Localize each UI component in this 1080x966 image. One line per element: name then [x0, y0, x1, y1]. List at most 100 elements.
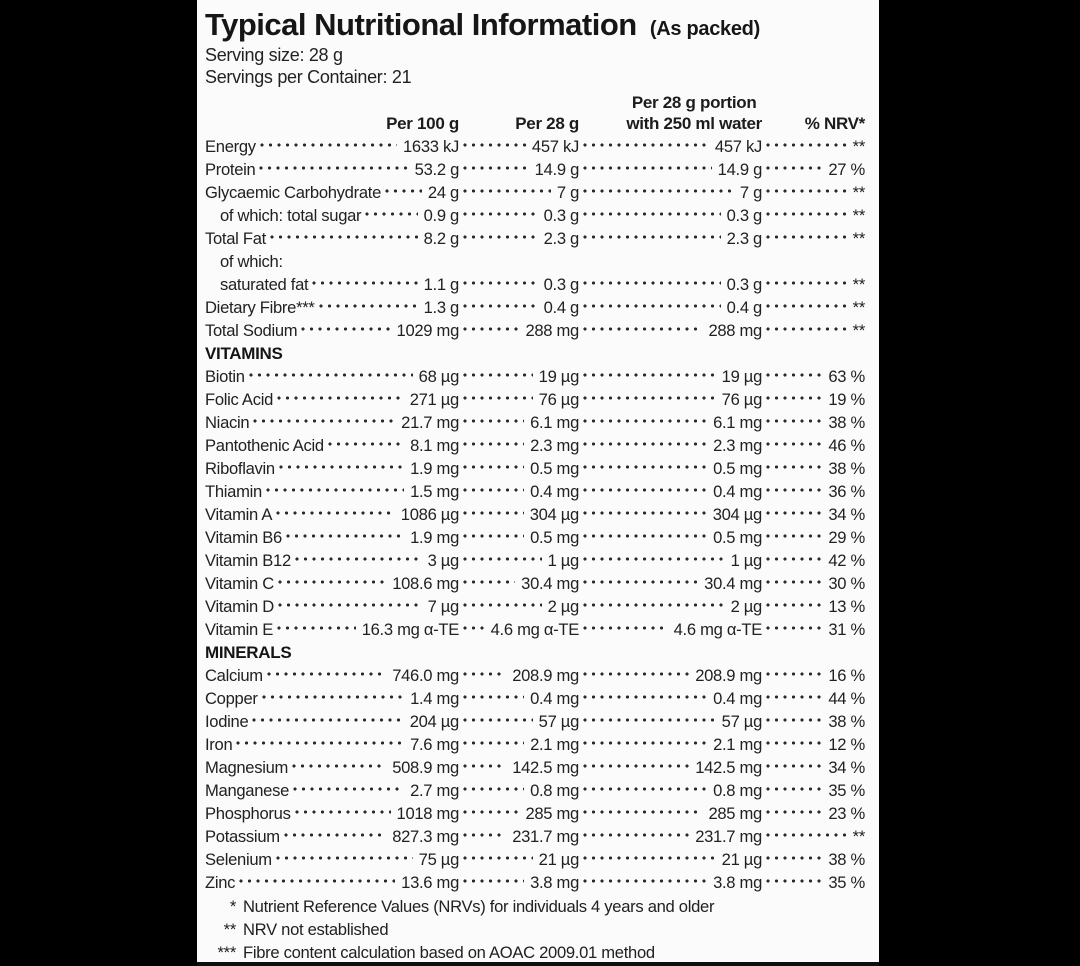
value-per-28g: 30.4 mg [521, 574, 579, 593]
value-portion: 2 µg [730, 597, 763, 616]
value-per-100g: 0.9 g [423, 206, 460, 225]
value-per-100g: 8.1 mg [410, 436, 459, 455]
value-per-100g: 108.6 mg [392, 574, 459, 593]
value-nrv: ** [852, 229, 866, 248]
value-nrv: 16 % [828, 666, 865, 685]
value-portion: 288 mg [708, 321, 762, 340]
value-per-28g: 288 mg [525, 321, 579, 340]
nutrient-label: saturated fat [220, 275, 309, 294]
value-per-100g: 7 µg [427, 597, 460, 616]
nutrient-label: Niacin [205, 413, 250, 432]
value-per-100g: 13.6 mg [401, 873, 459, 892]
nutrient-row: Potassium 827.3 mg 231.7 mg 231.7 mg ** [205, 825, 865, 848]
value-per-28g: 285 mg [525, 804, 579, 823]
value-per-100g: 204 µg [409, 712, 460, 731]
footnote-text: NRV not established [243, 920, 389, 939]
nutrient-label: of which: total sugar [220, 206, 362, 225]
page-title: Typical Nutritional Information [205, 7, 637, 42]
value-nrv: 35 % [828, 781, 865, 800]
right-black-bar [879, 0, 1080, 966]
nutrient-label: Thiamin [205, 482, 262, 501]
value-per-100g: 3 µg [427, 551, 460, 570]
value-per-28g: 0.3 g [543, 206, 580, 225]
nutrition-panel: Typical Nutritional Information (As pack… [197, 0, 879, 966]
value-nrv: 46 % [828, 436, 865, 455]
nutrient-label: Riboflavin [205, 459, 275, 478]
value-per-100g: 746.0 mg [392, 666, 459, 685]
value-portion: 14.9 g [717, 160, 763, 179]
nutrient-row: Vitamin C 108.6 mg 30.4 mg 30.4 mg 30 % [205, 572, 865, 595]
value-per-100g: 1018 mg [396, 804, 460, 823]
value-per-28g: 2.3 mg [530, 436, 579, 455]
value-portion: 1 µg [730, 551, 763, 570]
value-per-100g: 1633 kJ [402, 137, 459, 156]
value-portion: 0.4 mg [713, 482, 762, 501]
value-portion: 0.3 g [726, 275, 763, 294]
footnote-marker: * [229, 897, 236, 916]
value-nrv: ** [852, 137, 866, 156]
value-per-28g: 457 kJ [531, 137, 579, 156]
value-per-100g: 21.7 mg [401, 413, 459, 432]
nutrient-row: Biotin 68 µg 19 µg 19 µg 63 % [205, 365, 865, 388]
value-portion: 6.1 mg [713, 413, 762, 432]
value-per-100g: 1.9 mg [410, 459, 459, 478]
nutrient-label: Manganese [205, 781, 290, 800]
value-per-28g: 19 µg [538, 367, 580, 386]
footnote-marker: *** [217, 943, 237, 962]
value-portion: 30.4 mg [704, 574, 762, 593]
nutrient-label: Vitamin E [205, 620, 274, 639]
value-nrv: ** [852, 298, 866, 317]
value-per-100g: 1.5 mg [410, 482, 459, 501]
nutrient-label: Biotin [205, 367, 245, 386]
value-per-100g: 75 µg [418, 850, 460, 869]
value-per-100g: 8.2 g [423, 229, 460, 248]
value-nrv: 38 % [828, 413, 865, 432]
nutrient-label: Pantothenic Acid [205, 436, 324, 455]
nutrient-label: Vitamin B6 [205, 528, 282, 547]
nutrient-label: Dietary Fibre*** [205, 298, 315, 317]
value-per-100g: 271 µg [409, 390, 460, 409]
value-nrv: 38 % [828, 850, 865, 869]
nutrient-row: Niacin 21.7 mg 6.1 mg 6.1 mg 38 % [205, 411, 865, 434]
nutrient-row: Vitamin B12 3 µg 1 µg 1 µg 42 % [205, 549, 865, 572]
value-per-28g: 0.8 mg [530, 781, 579, 800]
section-header: MINERALS [205, 643, 292, 662]
value-per-28g: 57 µg [538, 712, 580, 731]
nutrient-label: Energy [205, 137, 256, 156]
footnotes: * Nutrient Reference Values (NRVs) for i… [205, 895, 865, 964]
nutrient-row: Energy 1633 kJ 457 kJ 457 kJ ** [205, 135, 865, 158]
nutrient-label: Vitamin C [205, 574, 274, 593]
value-nrv: 42 % [828, 551, 865, 570]
nutrient-row: Zinc 13.6 mg 3.8 mg 3.8 mg 35 % [205, 871, 865, 894]
value-per-100g: 16.3 mg α-TE [361, 620, 460, 639]
value-per-28g: 0.4 mg [530, 482, 579, 501]
value-per-28g: 7 g [556, 183, 579, 202]
value-per-28g: 142.5 mg [512, 758, 579, 777]
value-nrv: 13 % [828, 597, 865, 616]
nutrient-label: Iodine [205, 712, 249, 731]
value-portion: 7 g [739, 183, 762, 202]
value-portion: 4.6 mg α-TE [673, 620, 763, 639]
value-per-100g: 1.3 g [423, 298, 460, 317]
value-per-100g: 24 g [427, 183, 459, 202]
nutrient-label: Total Fat [205, 229, 266, 248]
value-portion: 457 kJ [714, 137, 762, 156]
nutrient-row: Vitamin D 7 µg 2 µg 2 µg 13 % [205, 595, 865, 618]
value-portion: 3.8 mg [713, 873, 762, 892]
value-portion: 76 µg [721, 390, 763, 409]
nutrient-row: Selenium 75 µg 21 µg 21 µg 38 % [205, 848, 865, 871]
nutrient-row: of which: total sugar 0.9 g 0.3 g 0.3 g … [205, 204, 865, 227]
value-portion: 304 µg [712, 505, 763, 524]
value-portion: 0.3 g [726, 206, 763, 225]
footnote-text: Fibre content calculation based on AOAC … [243, 943, 655, 962]
column-header-portion: Per 28 g portion with 250 ml water [579, 92, 762, 134]
value-nrv: 38 % [828, 712, 865, 731]
value-per-28g: 1 µg [547, 551, 580, 570]
value-per-28g: 0.4 mg [530, 689, 579, 708]
nutrient-label: Zinc [205, 873, 236, 892]
value-nrv: 23 % [828, 804, 865, 823]
nutrient-row: Total Sodium 1029 mg 288 mg 288 mg ** [205, 319, 865, 342]
nutrient-row: of which: [205, 250, 865, 273]
value-per-100g: 1086 µg [400, 505, 460, 524]
nutrient-row: Thiamin 1.5 mg 0.4 mg 0.4 mg 36 % [205, 480, 865, 503]
